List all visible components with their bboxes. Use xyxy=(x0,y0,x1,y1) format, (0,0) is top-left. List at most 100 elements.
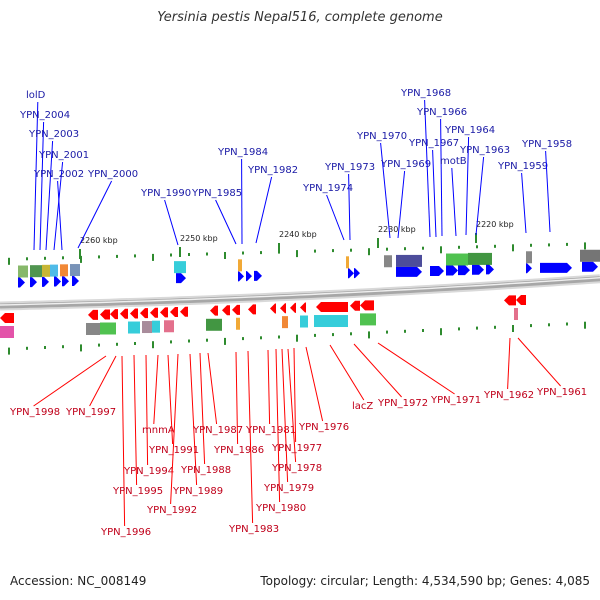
lower-track-tick xyxy=(476,326,478,330)
lower-track-tick xyxy=(152,341,154,349)
upper-track-tick xyxy=(548,243,550,247)
upper-track-tick xyxy=(422,246,424,250)
label-ypn-1974: YPN_1974 xyxy=(302,183,353,194)
upper-track-tick xyxy=(584,242,586,250)
lower-track-tick xyxy=(566,322,568,326)
forward-leader-line xyxy=(53,161,64,251)
label-ypn-1988: YPN_1988 xyxy=(180,465,231,476)
upper-track-tick xyxy=(224,252,226,259)
upper-track-tick xyxy=(512,244,514,252)
forward-leader-line xyxy=(57,180,63,251)
lower-track-tick xyxy=(62,345,64,349)
reverse-gene-arrow xyxy=(110,309,118,320)
upper-track-tick xyxy=(476,245,478,249)
lower-track-tick xyxy=(80,344,82,352)
reverse-gene-arrow xyxy=(350,300,360,311)
reverse-leader-line xyxy=(287,348,297,463)
upper-track-tick xyxy=(206,252,208,256)
forward-leader-line xyxy=(475,156,485,236)
label-mnma: mnmA xyxy=(142,425,175,436)
label-lacz: lacZ xyxy=(352,401,373,412)
protein-domain xyxy=(314,315,348,328)
forward-gene-arrow xyxy=(238,271,244,282)
label-ypn-1994: YPN_1994 xyxy=(123,466,174,477)
reverse-leader-line xyxy=(207,352,218,425)
protein-domain xyxy=(18,265,28,278)
protein-domain xyxy=(60,264,68,277)
protein-domain xyxy=(360,313,376,326)
protein-domain xyxy=(238,259,242,272)
reverse-gene-arrow xyxy=(248,304,256,315)
upper-track-tick xyxy=(8,257,10,265)
lower-track-tick xyxy=(350,332,352,336)
label-ypn-1961: YPN_1961 xyxy=(536,387,587,398)
reverse-leader-line xyxy=(133,354,138,486)
label-ypn-2000: YPN_2000 xyxy=(87,169,138,180)
forward-gene-arrow xyxy=(30,277,37,288)
forward-leader-line xyxy=(348,173,351,241)
lower-track-tick xyxy=(44,346,46,349)
protein-domain xyxy=(86,322,100,335)
reverse-leader-line xyxy=(267,349,271,425)
protein-domain xyxy=(300,315,308,328)
reverse-gene-arrow xyxy=(210,305,218,316)
reverse-gene-arrow xyxy=(160,307,168,318)
lower-track-tick xyxy=(8,347,10,355)
label-ypn-2002: YPN_2002 xyxy=(33,169,84,180)
label-ypn-1985: YPN_1985 xyxy=(191,188,242,199)
reverse-leader-line xyxy=(507,337,511,390)
upper-track-tick xyxy=(332,249,334,253)
lower-track-tick xyxy=(422,329,424,332)
label-ypn-1973: YPN_1973 xyxy=(324,162,375,173)
label-ypn-1979: YPN_1979 xyxy=(263,483,314,494)
forward-gene-arrow xyxy=(72,275,79,286)
protein-domain xyxy=(526,251,532,264)
label-ypn-1986: YPN_1986 xyxy=(213,445,264,456)
forward-leader-line xyxy=(440,118,443,237)
reverse-leader-line xyxy=(281,348,289,483)
forward-gene-arrow xyxy=(458,265,470,276)
lower-track-tick xyxy=(278,335,280,339)
reverse-leader-line xyxy=(189,353,198,486)
forward-gene-arrow xyxy=(54,276,61,287)
lower-track-tick xyxy=(260,336,262,340)
protein-domain xyxy=(396,254,422,267)
reverse-leader-line xyxy=(247,350,254,524)
reverse-gene-arrow xyxy=(180,306,188,317)
lower-track-tick xyxy=(548,323,550,327)
forward-leader-line xyxy=(255,176,273,244)
label-ypn-1962: YPN_1962 xyxy=(483,390,534,401)
upper-track-tick xyxy=(350,248,352,252)
reverse-leader-line xyxy=(353,343,402,398)
upper-track-tick xyxy=(296,250,298,258)
reverse-leader-line xyxy=(293,347,297,443)
label-ypn-1983: YPN_1983 xyxy=(228,524,279,535)
scale-label: 2230 kbp xyxy=(378,225,416,234)
label-ypn-1984: YPN_1984 xyxy=(217,147,268,158)
scale-label: 2240 kbp xyxy=(279,230,317,239)
lower-track-tick xyxy=(134,342,136,345)
label-ypn-1972: YPN_1972 xyxy=(377,398,428,409)
lower-track-tick xyxy=(26,346,28,350)
label-ypn-1978: YPN_1978 xyxy=(271,463,322,474)
forward-leader-line xyxy=(45,140,54,251)
lower-track-tick xyxy=(224,337,226,345)
forward-gene-arrow xyxy=(526,263,532,274)
reverse-leader-line xyxy=(199,352,206,465)
reverse-leader-line xyxy=(145,354,149,466)
reverse-gene-arrow xyxy=(130,308,138,319)
forward-gene-arrow xyxy=(446,265,458,276)
label-ypn-1992: YPN_1992 xyxy=(146,505,197,516)
reverse-gene-arrow xyxy=(0,313,14,323)
protein-domain xyxy=(0,326,14,338)
upper-track-tick xyxy=(170,253,172,257)
reverse-gene-arrow xyxy=(360,300,374,311)
upper-track-tick xyxy=(530,243,532,247)
lower-track-tick xyxy=(98,343,100,347)
label-ypn-1964: YPN_1964 xyxy=(444,125,495,136)
forward-leader-line xyxy=(465,136,470,236)
upper-track-tick xyxy=(368,248,370,256)
protein-domain xyxy=(50,264,58,277)
label-ypn-1998: YPN_1998 xyxy=(9,407,60,418)
upper-track-tick xyxy=(566,242,568,246)
